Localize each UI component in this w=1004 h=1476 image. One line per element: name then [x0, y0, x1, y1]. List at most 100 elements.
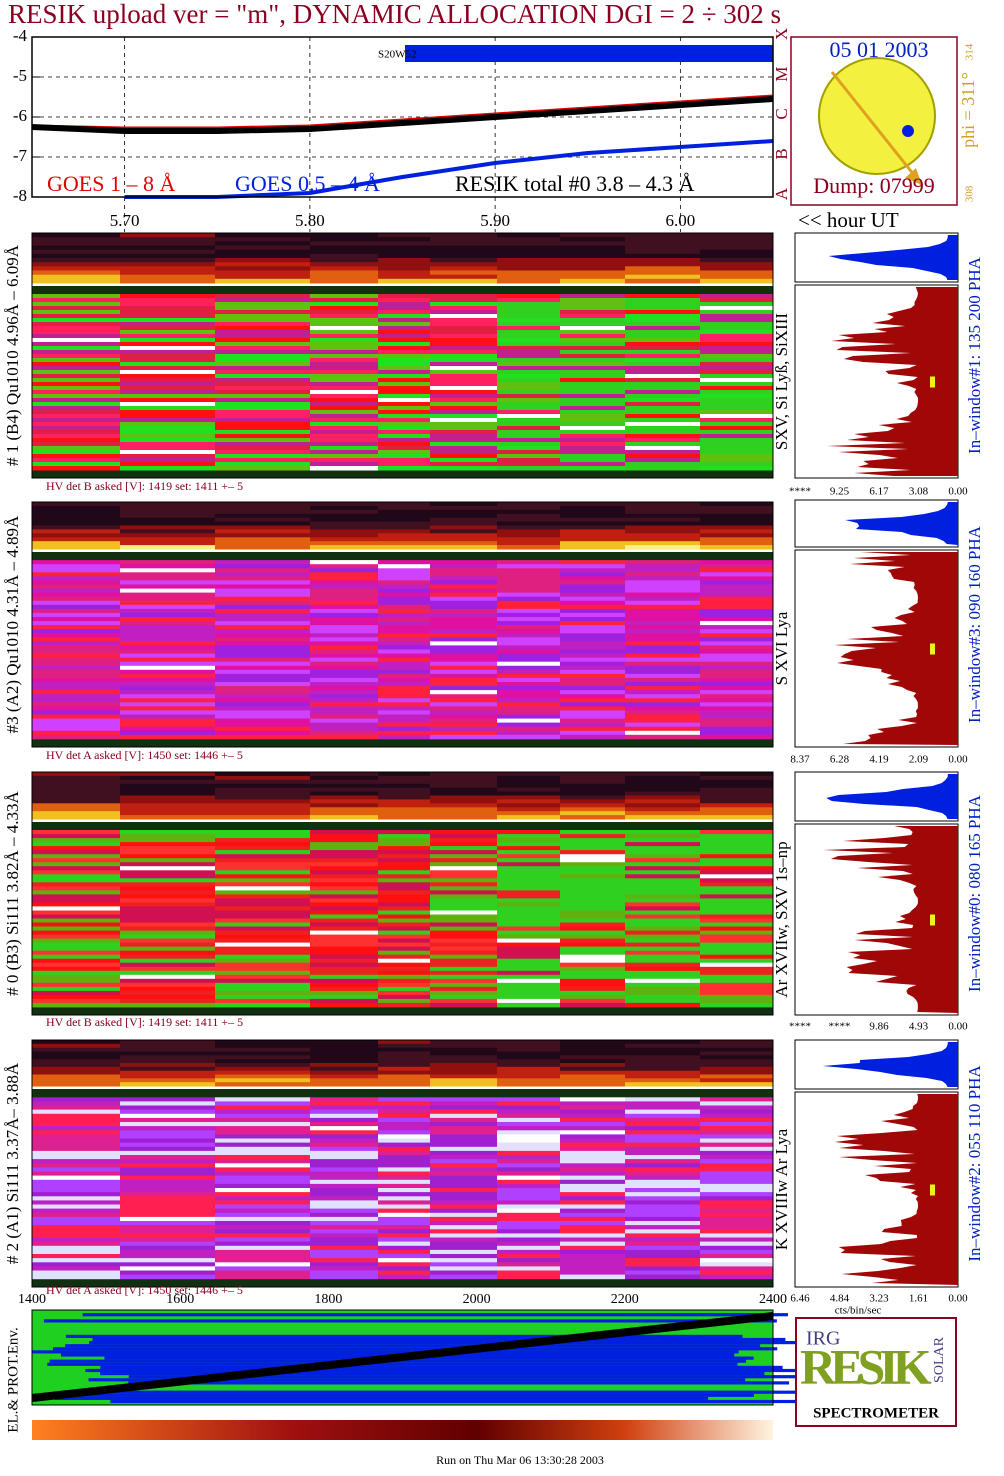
- heatmap-cell: [625, 994, 700, 1000]
- heatmap-cell: [310, 694, 378, 699]
- heatmap-cell: [378, 1249, 430, 1255]
- heatmap-cell: [430, 608, 497, 614]
- heatmap-cell: [560, 378, 625, 383]
- heatmap-cell: [625, 966, 700, 972]
- heatmap-cell: [378, 994, 430, 1000]
- heatmap-cell: [625, 438, 700, 443]
- heatmap-cell: [560, 1266, 625, 1272]
- heatmap-cell: [625, 1237, 700, 1243]
- strip-cell: [378, 1070, 430, 1076]
- heatmap-cell: [560, 342, 625, 347]
- env-stripe: [92, 1337, 786, 1342]
- heatmap-cell: [215, 1200, 310, 1206]
- strip-cell: [625, 1059, 700, 1064]
- heatmap-cell: [120, 394, 215, 399]
- heatmap-cell: [497, 910, 560, 916]
- strip-cell: [120, 795, 215, 800]
- heatmap-cell: [215, 637, 310, 642]
- heatmap-cell: [310, 1146, 378, 1152]
- heatmap-cell: [430, 458, 497, 463]
- strip-cell: [120, 1059, 215, 1064]
- heatmap-cell: [625, 838, 700, 843]
- strip-cell: [378, 509, 430, 515]
- heatmap-cell: [560, 370, 625, 375]
- strip-cell: [430, 1043, 497, 1049]
- heatmap-cell: [430, 1212, 497, 1218]
- heatmap-cell: [310, 842, 378, 847]
- strip-cell: [215, 505, 310, 511]
- heatmap-cell: [560, 1163, 625, 1168]
- strip-cell: [310, 245, 378, 251]
- heatmap-cell: [430, 588, 497, 594]
- heatmap-cell: [310, 1212, 378, 1218]
- strip-cell: [625, 799, 700, 804]
- heatmap-cell: [430, 366, 497, 371]
- heatmap-cell: [310, 430, 378, 435]
- heatmap-cell: [215, 314, 310, 319]
- heatmap-cell: [32, 462, 120, 467]
- heatmap-cell: [497, 1134, 560, 1140]
- heatmap-cell: [430, 1122, 497, 1127]
- strip-cell: [120, 537, 215, 542]
- strip-cell: [625, 513, 700, 519]
- heatmap-cell: [215, 690, 310, 695]
- heatmap-cell: [700, 596, 773, 602]
- heatmap-cell: [625, 962, 700, 968]
- heatmap-cell: [310, 669, 378, 675]
- strip-cell: [700, 1047, 773, 1053]
- heatmap-cell: [215, 641, 310, 646]
- heatmap-cell: [378, 970, 430, 976]
- heatmap-cell: [215, 950, 310, 956]
- heatmap-cell: [560, 584, 625, 590]
- heatmap-cell: [378, 1208, 430, 1214]
- heatmap-cell: [378, 1002, 430, 1008]
- heatmap-cell: [560, 657, 625, 663]
- heatmap-cell: [378, 910, 430, 916]
- heatmap-cell: [32, 854, 120, 859]
- heatmap-cell: [215, 846, 310, 851]
- strip-cell: [32, 541, 120, 546]
- heatmap-cell: [430, 946, 497, 952]
- heatmap-cell: [215, 350, 310, 355]
- heatmap-cell: [310, 950, 378, 956]
- heatmap-cell: [378, 902, 430, 907]
- hist-tick-label: 6.46: [790, 1293, 810, 1305]
- heatmap-cell: [430, 661, 497, 667]
- heatmap-cell: [430, 1163, 497, 1168]
- hist-tick-label: 2.09: [909, 754, 929, 766]
- env-frame: [31, 1309, 774, 1406]
- strip-cell: [700, 533, 773, 538]
- heatmap-cell: [497, 318, 560, 323]
- heatmap-cell: [700, 362, 773, 367]
- heatmap-cell: [497, 1142, 560, 1148]
- heatmap-cell: [32, 294, 120, 299]
- strip-cell: [378, 541, 430, 546]
- bottom-tick-label: 1400: [18, 1292, 46, 1307]
- strip-cell: [497, 241, 560, 246]
- heatmap-cell: [120, 1109, 215, 1115]
- heatmap-cell: [430, 454, 497, 459]
- heatmap-cell: [430, 1237, 497, 1243]
- heatmap-cell: [430, 938, 497, 944]
- heatmap-cell: [32, 402, 120, 407]
- strip-cell: [700, 274, 773, 280]
- heatmap-cell: [560, 298, 625, 303]
- heatmap-cell: [32, 298, 120, 303]
- heatmap-cell: [120, 946, 215, 952]
- heatmap-cell: [430, 1097, 497, 1102]
- bottom-tick-label: 2400: [759, 1292, 787, 1307]
- heatmap-cell: [215, 694, 310, 699]
- heatmap-cell: [560, 954, 625, 960]
- heatmap-cell: [560, 990, 625, 996]
- heatmap-cell: [310, 560, 378, 565]
- heatmap-cell: [700, 665, 773, 671]
- heatmap-cell: [560, 1262, 625, 1267]
- heatmap-cell: [120, 604, 215, 610]
- heatmap-cell: [32, 306, 120, 311]
- heatmap-cell: [215, 669, 310, 675]
- heatmap-cell: [310, 1262, 378, 1267]
- heatmap-cell: [310, 890, 378, 895]
- heatmap-cell: [120, 653, 215, 659]
- heatmap-cell: [120, 442, 215, 447]
- strip-cell: [497, 266, 560, 271]
